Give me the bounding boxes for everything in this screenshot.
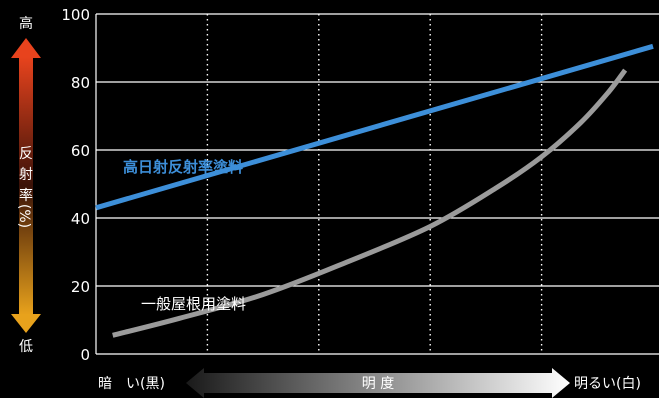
series-label-high-reflectance: 高日射反射率塗料 (123, 158, 243, 176)
y-ticks: 0 20 40 60 80 100 (61, 6, 90, 364)
y-label-char: (%) (16, 204, 32, 228)
arrow-up-head (11, 38, 41, 58)
y-tick-label: 100 (61, 6, 90, 24)
series-line-1 (112, 68, 628, 338)
y-label-char: 率 (19, 187, 33, 204)
y-tick-label: 0 (80, 346, 90, 364)
y-tick-label: 60 (71, 142, 90, 160)
series-line-0 (95, 43, 654, 211)
y-low-label: 低 (19, 339, 33, 355)
y-tick-label: 40 (71, 210, 90, 228)
y-axis-label: 反 射 率 (%) (16, 146, 33, 228)
y-high-label: 高 (19, 15, 33, 32)
y-tick-label: 80 (71, 74, 90, 92)
series-label-ordinary: 一般屋根用塗料 (141, 295, 246, 313)
x-right-label: 明るい(白) (574, 376, 641, 392)
grid (95, 13, 659, 355)
y-label-char: 反 (19, 146, 33, 162)
y-label-char: 射 (19, 167, 33, 183)
arrow-down-head (11, 314, 41, 333)
series-lines (95, 43, 654, 338)
y-tick-label: 20 (71, 278, 90, 296)
x-axis-title: 明 度 (362, 376, 394, 392)
x-left-label: 暗 い(黒) (98, 376, 165, 392)
brightness-gradient-arrow (186, 368, 570, 398)
x-arrow-shape (186, 368, 570, 398)
reflectance-gradient-arrow (11, 38, 41, 333)
arrow-shaft (19, 57, 33, 315)
